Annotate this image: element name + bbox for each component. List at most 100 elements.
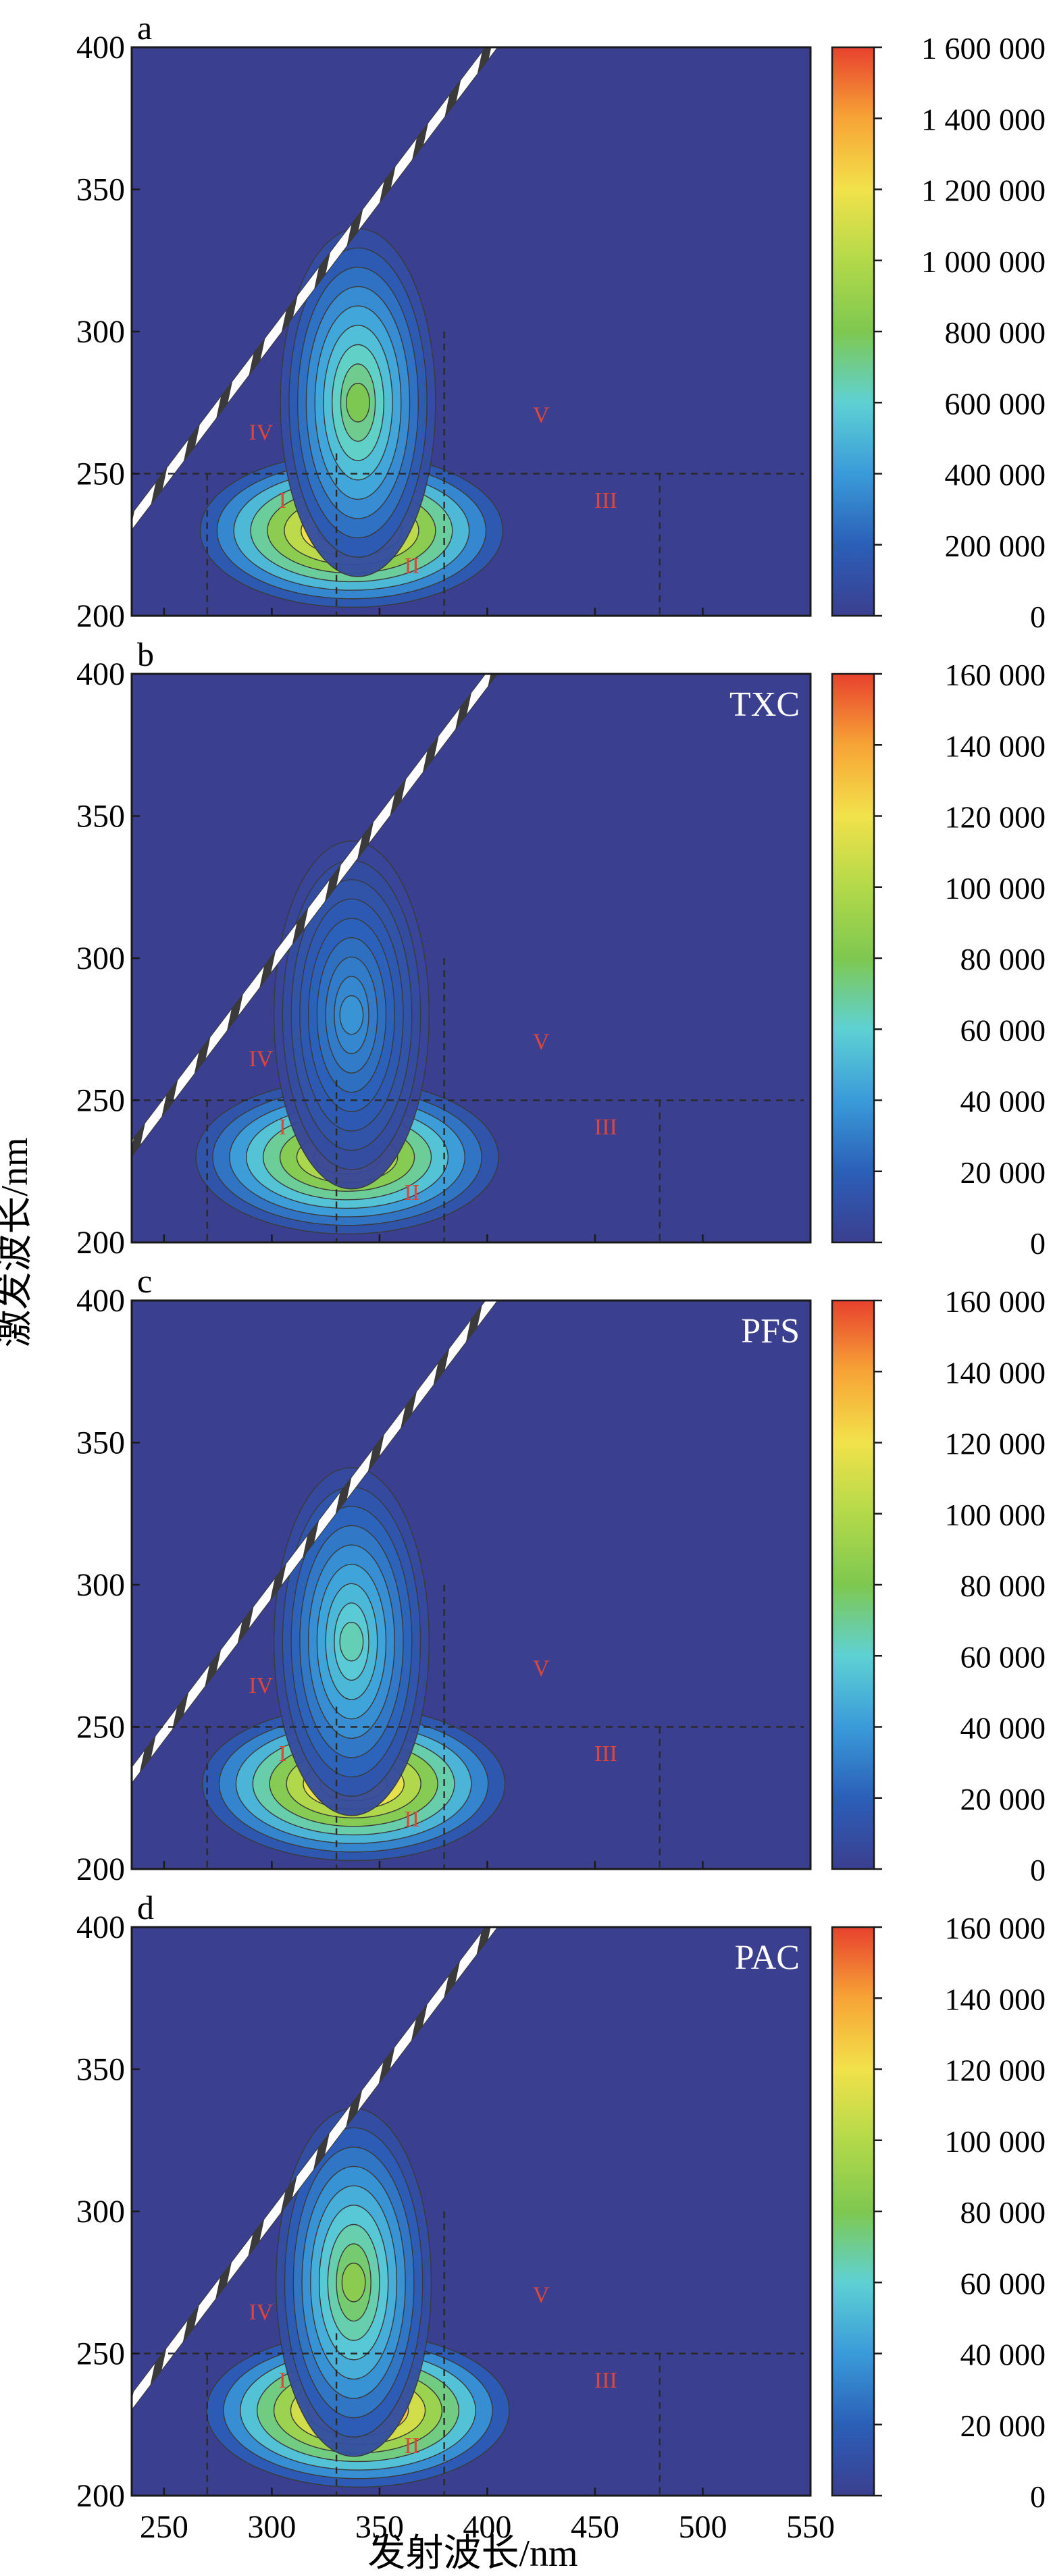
y-axis-title: 激发波长/nm [0, 1137, 36, 1347]
colorbar-tick-label: 60 000 [960, 2266, 1046, 2301]
colorbar-tick-label: 120 000 [945, 1427, 1046, 1461]
x-tick-label: 550 [786, 2509, 835, 2545]
colorbar-tick-label: 100 000 [945, 1498, 1046, 1532]
colorbar-tick-label: 60 000 [960, 1013, 1046, 1047]
region-label: V [533, 1656, 550, 1681]
y-tick-label: 250 [76, 456, 125, 492]
panel-letter: c [137, 1262, 152, 1300]
region-label: IV [249, 420, 273, 445]
y-tick-label: 200 [76, 2478, 125, 2514]
colorbar-tick-label: 80 000 [960, 1569, 1046, 1603]
y-tick-label: 350 [76, 1425, 125, 1461]
colorbar-tick-label: 80 000 [960, 942, 1046, 976]
contour-layer [132, 674, 804, 1242]
region-label: I [279, 2368, 286, 2393]
colorbar-tick-label: 20 000 [960, 2409, 1046, 2443]
x-tick-label: 250 [140, 2509, 188, 2545]
sample-name: PAC [735, 1939, 800, 1977]
y-tick-label: 300 [76, 314, 125, 350]
panel-letter: b [137, 635, 154, 673]
contour-layer [132, 47, 804, 616]
colorbar-tick-label: 20 000 [960, 1782, 1046, 1816]
colorbar-tick-label: 120 000 [945, 800, 1046, 835]
region-label: I [279, 1115, 286, 1140]
y-tick-label: 200 [76, 1225, 125, 1261]
region-label: III [594, 1115, 617, 1140]
rayleigh-scatter-band [132, 1300, 498, 1784]
colorbar-tick-label: 80 000 [960, 2195, 1046, 2230]
contour-layer [132, 1300, 804, 1869]
sample-name: PFS [741, 1312, 800, 1350]
colorbar-tick-label: 40 000 [960, 2338, 1046, 2372]
region-label: V [533, 403, 550, 428]
y-tick-label: 400 [76, 30, 125, 65]
y-tick-label: 250 [76, 2336, 125, 2372]
colorbar-tick-label: 600 000 [945, 386, 1046, 421]
x-tick-label: 350 [355, 2509, 404, 2545]
colorbar-tick-label: 160 000 [945, 658, 1046, 692]
colorbar-tick-label: 0 [1030, 1226, 1046, 1261]
y-tick-label: 250 [76, 1083, 125, 1119]
colorbar-tick-label: 100 000 [945, 2124, 1046, 2159]
contour-level [341, 2262, 366, 2303]
colorbar-tick-label: 1 600 000 [921, 31, 1046, 65]
colorbar-tick-label: 800 000 [945, 315, 1046, 350]
region-label: I [279, 1741, 286, 1766]
colorbar [831, 1926, 875, 2497]
x-axis-title: 发射波长/nm [367, 2533, 577, 2575]
y-tick-label: 200 [76, 1851, 125, 1887]
sample-name: TXC [729, 685, 800, 724]
colorbar-tick-label: 0 [1030, 600, 1046, 634]
colorbar-tick-label: 200 000 [945, 529, 1046, 563]
contour-level [339, 995, 364, 1035]
colorbar-tick-label: 100 000 [945, 871, 1046, 905]
y-tick-label: 400 [76, 1283, 125, 1319]
colorbar [831, 673, 875, 1244]
y-tick-label: 400 [76, 656, 125, 692]
colorbar-tick-label: 140 000 [945, 1982, 1046, 2016]
colorbar-tick-label: 0 [1030, 1853, 1046, 1887]
rayleigh-scatter-band [132, 674, 498, 1157]
x-tick-label: 500 [678, 2509, 727, 2545]
colorbar-tick-label: 1 400 000 [921, 102, 1046, 136]
region-label: V [533, 2283, 550, 2308]
x-tick-label: 450 [571, 2509, 619, 2545]
region-label: IV [249, 2300, 273, 2325]
region-label: II [404, 1807, 419, 1832]
colorbar-tick-label: 0 [1030, 2479, 1046, 2514]
region-label: I [279, 488, 286, 513]
colorbar-tick-label: 140 000 [945, 729, 1046, 763]
y-tick-label: 300 [76, 1567, 125, 1603]
region-label: II [404, 1180, 419, 1205]
region-label: III [594, 2368, 617, 2393]
panel-letter: d [137, 1889, 154, 1926]
y-tick-label: 400 [76, 1910, 125, 1945]
contour-level [339, 1621, 364, 1662]
colorbar-tick-label: 60 000 [960, 1639, 1046, 1674]
region-label: III [594, 1741, 617, 1766]
contour-level [346, 382, 370, 423]
colorbar-tick-label: 400 000 [945, 458, 1046, 492]
colorbar-tick-label: 140 000 [945, 1355, 1046, 1390]
colorbar-tick-label: 40 000 [960, 1084, 1046, 1119]
y-tick-label: 350 [76, 172, 125, 208]
colorbar-tick-label: 160 000 [945, 1284, 1046, 1319]
x-tick-label: 300 [247, 2509, 296, 2545]
colorbar-tick-label: 40 000 [960, 1711, 1046, 1745]
y-tick-label: 200 [76, 598, 125, 634]
panel-letter: a [137, 9, 152, 47]
colorbar-tick-label: 120 000 [945, 2053, 1046, 2088]
colorbar-tick-label: 20 000 [960, 1155, 1046, 1190]
region-label: II [404, 2434, 419, 2459]
rayleigh-scatter-band [132, 47, 498, 531]
y-tick-label: 350 [76, 799, 125, 835]
contour-layer [132, 1927, 804, 2496]
region-label: III [594, 488, 617, 513]
y-tick-label: 300 [76, 941, 125, 976]
colorbar-tick-label: 1 200 000 [921, 174, 1046, 208]
colorbar-tick-label: 1 000 000 [921, 244, 1046, 279]
